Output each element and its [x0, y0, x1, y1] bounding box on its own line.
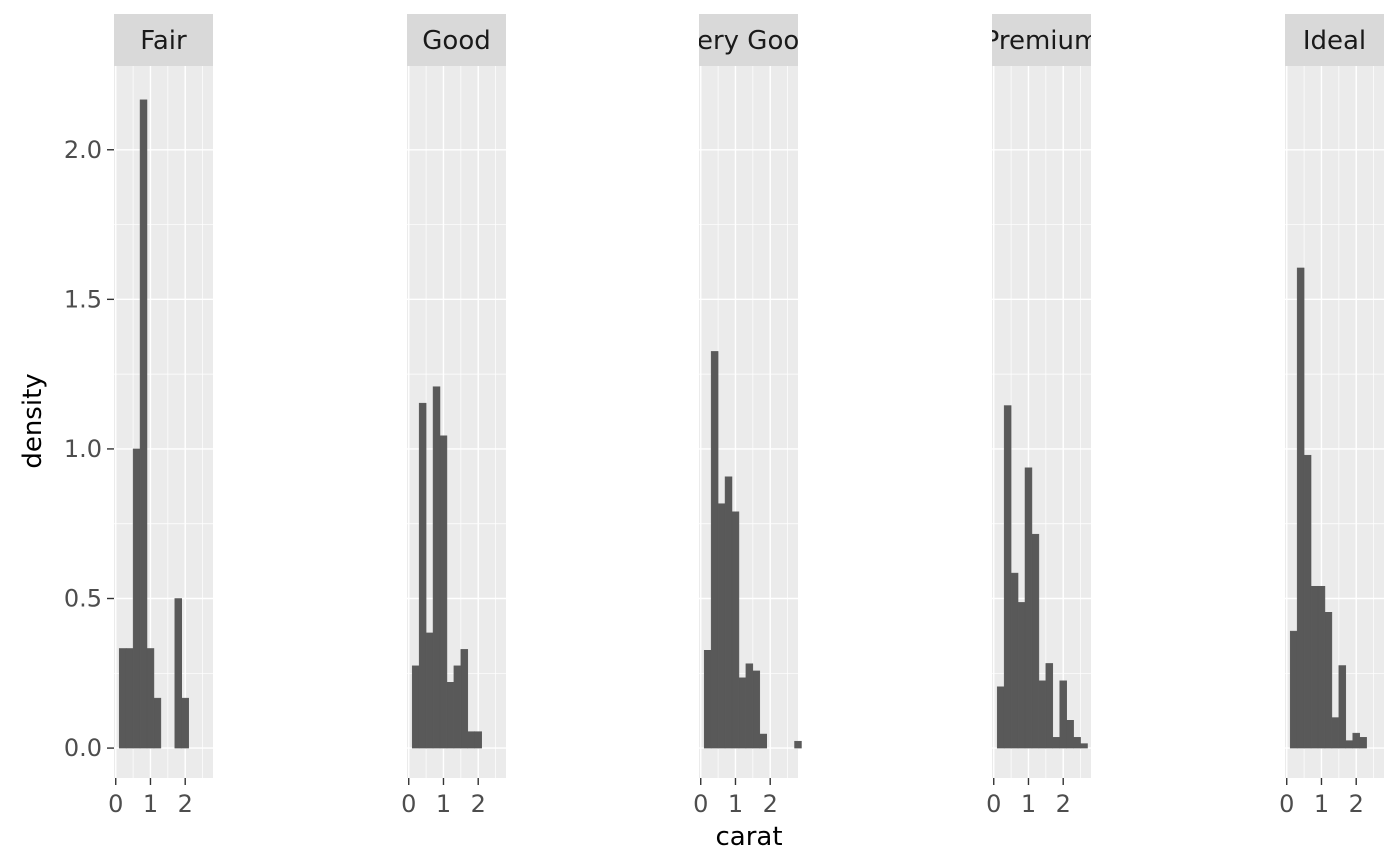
- histogram-bar: [1045, 663, 1054, 749]
- histogram-bar: [1352, 732, 1360, 749]
- facet-panel-0: Fair 0 1 2: [108, 14, 213, 818]
- facet-panel-1: Good 0 1 2: [401, 14, 506, 818]
- histogram-bar: [1317, 585, 1326, 749]
- histogram-bar: [460, 649, 469, 749]
- histogram-bar: [1338, 665, 1347, 749]
- x-tick-label: 2: [1349, 790, 1364, 818]
- histogram-bar: [710, 351, 719, 749]
- facet-strip: [407, 14, 506, 66]
- x-tick-label: 1: [143, 790, 158, 818]
- histogram-bar: [738, 677, 747, 749]
- histogram-bar: [717, 503, 726, 749]
- facet-strip: [114, 14, 213, 66]
- histogram-bar: [731, 511, 740, 749]
- x-tick-label: 1: [1021, 790, 1036, 818]
- x-tick-label: 2: [178, 790, 193, 818]
- x-tick-label: 2: [763, 790, 778, 818]
- x-tick-label: 0: [401, 790, 416, 818]
- y-tick-label: 2.0: [64, 136, 102, 164]
- facet-panel-4: Ideal 0 1 2: [1279, 14, 1384, 818]
- y-axis: 0.0 0.5 1.0 1.5 2.0: [64, 136, 114, 762]
- x-tick-label: 2: [471, 790, 486, 818]
- histogram-bar: [153, 697, 162, 749]
- x-tick-label: 0: [108, 790, 123, 818]
- histogram-bar: [146, 648, 155, 749]
- y-axis-title: density: [18, 373, 48, 468]
- facet-strip: [699, 14, 798, 66]
- histogram-bar: [1331, 717, 1340, 749]
- y-tick-label: 0.5: [64, 585, 102, 613]
- histogram-bar: [759, 733, 767, 749]
- histogram-bar: [1289, 630, 1298, 749]
- histogram-bar: [996, 686, 1005, 749]
- x-tick-label: 0: [1279, 790, 1294, 818]
- histogram-bar: [411, 665, 420, 749]
- y-tick-label: 1.5: [64, 285, 102, 313]
- histogram-bar: [745, 663, 754, 749]
- histogram-bar: [1073, 737, 1081, 749]
- y-tick-label: 1.0: [64, 435, 102, 463]
- histogram-bar: [1324, 612, 1333, 749]
- histogram-bar: [1010, 572, 1019, 749]
- histogram-bar: [752, 670, 761, 749]
- histogram-bar: [453, 665, 462, 749]
- x-axis-title: carat: [715, 822, 782, 852]
- facet-strip-label: Ideal: [1303, 26, 1366, 56]
- histogram-bar: [181, 697, 189, 749]
- histogram-bar: [794, 740, 802, 749]
- histogram-bar: [1038, 680, 1047, 749]
- histogram-bar: [724, 476, 733, 749]
- histogram-bar: [132, 448, 141, 749]
- facet-strip-label: Very Good: [681, 26, 816, 56]
- histogram-bar: [1345, 740, 1353, 749]
- histogram-bar: [1080, 743, 1088, 749]
- x-tick-label: 0: [693, 790, 708, 818]
- facet-strip-label: Fair: [140, 26, 187, 56]
- x-tick-label: 1: [436, 790, 451, 818]
- histogram-bar: [125, 648, 134, 749]
- x-tick-label: 1: [728, 790, 743, 818]
- histogram-bar: [1303, 454, 1312, 749]
- histogram-bar: [703, 650, 712, 749]
- histogram-bar: [1066, 720, 1074, 749]
- facet-panel-2: Very Good 0 1 2: [681, 14, 816, 818]
- x-tick-label: 2: [1056, 790, 1071, 818]
- histogram-bar: [1052, 737, 1060, 749]
- x-tick-label: 1: [1314, 790, 1329, 818]
- histogram-bar: [418, 402, 427, 749]
- x-tick-label: 0: [986, 790, 1001, 818]
- facet-panel-3: Premium 0 1 2: [984, 14, 1100, 818]
- facet-strip-label: Premium: [984, 26, 1100, 56]
- histogram-bar: [1359, 737, 1367, 749]
- facet-strip-label: Good: [422, 26, 490, 56]
- histogram-bar: [474, 731, 482, 749]
- y-tick-label: 0.0: [64, 734, 102, 762]
- histogram-bar: [439, 435, 448, 749]
- histogram-bar: [118, 648, 127, 749]
- histogram-bar: [1310, 585, 1319, 749]
- histogram-bar: [1017, 602, 1026, 749]
- histogram-bar: [174, 598, 182, 749]
- histogram-bar: [1296, 267, 1305, 749]
- histogram-bar: [432, 386, 441, 749]
- histogram-bar: [139, 99, 148, 749]
- histogram-bar: [1003, 405, 1012, 749]
- histogram-bar: [1024, 467, 1033, 749]
- histogram-bar: [1059, 680, 1067, 749]
- histogram-bar: [467, 731, 475, 749]
- facet-strip: [1285, 14, 1384, 66]
- histogram-bar: [425, 632, 434, 749]
- histogram-bar: [1031, 533, 1040, 749]
- facet-strip: [992, 14, 1091, 66]
- histogram-bar: [446, 682, 455, 749]
